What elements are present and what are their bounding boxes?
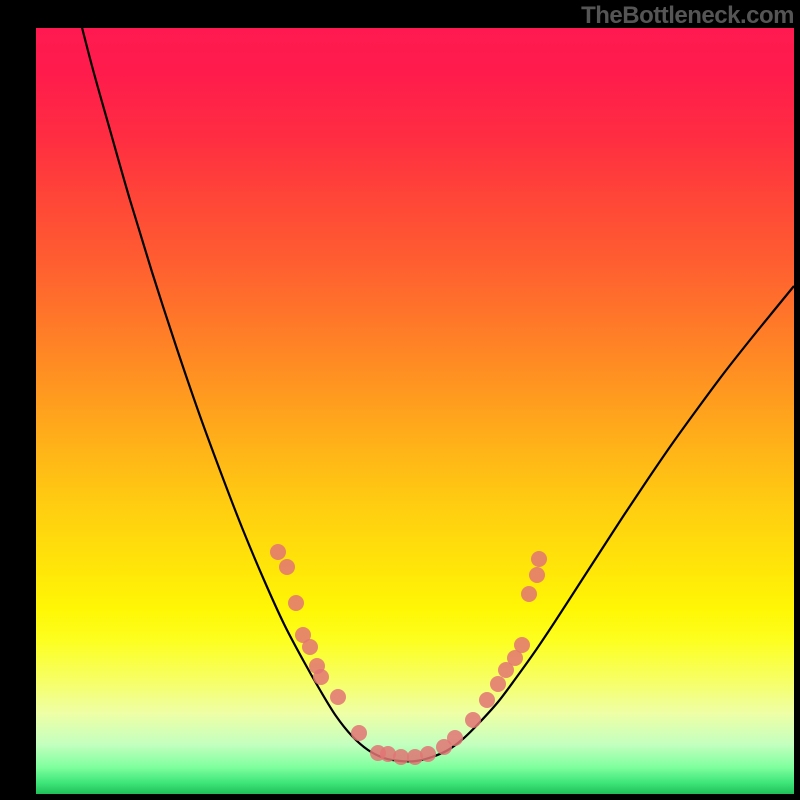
- data-point: [521, 586, 537, 602]
- data-points-layer: [36, 28, 794, 794]
- data-point: [270, 544, 286, 560]
- data-point: [302, 639, 318, 655]
- data-point: [288, 595, 304, 611]
- watermark-text: TheBottleneck.com: [581, 2, 794, 30]
- data-point: [393, 749, 409, 765]
- data-point: [529, 567, 545, 583]
- data-point: [531, 551, 547, 567]
- data-point: [279, 559, 295, 575]
- data-point: [490, 676, 506, 692]
- plot-area: [36, 28, 794, 794]
- data-point: [465, 712, 481, 728]
- data-point: [351, 725, 367, 741]
- data-point: [479, 692, 495, 708]
- data-point: [313, 669, 329, 685]
- data-point: [514, 637, 530, 653]
- data-point: [420, 746, 436, 762]
- data-point: [330, 689, 346, 705]
- data-point: [447, 730, 463, 746]
